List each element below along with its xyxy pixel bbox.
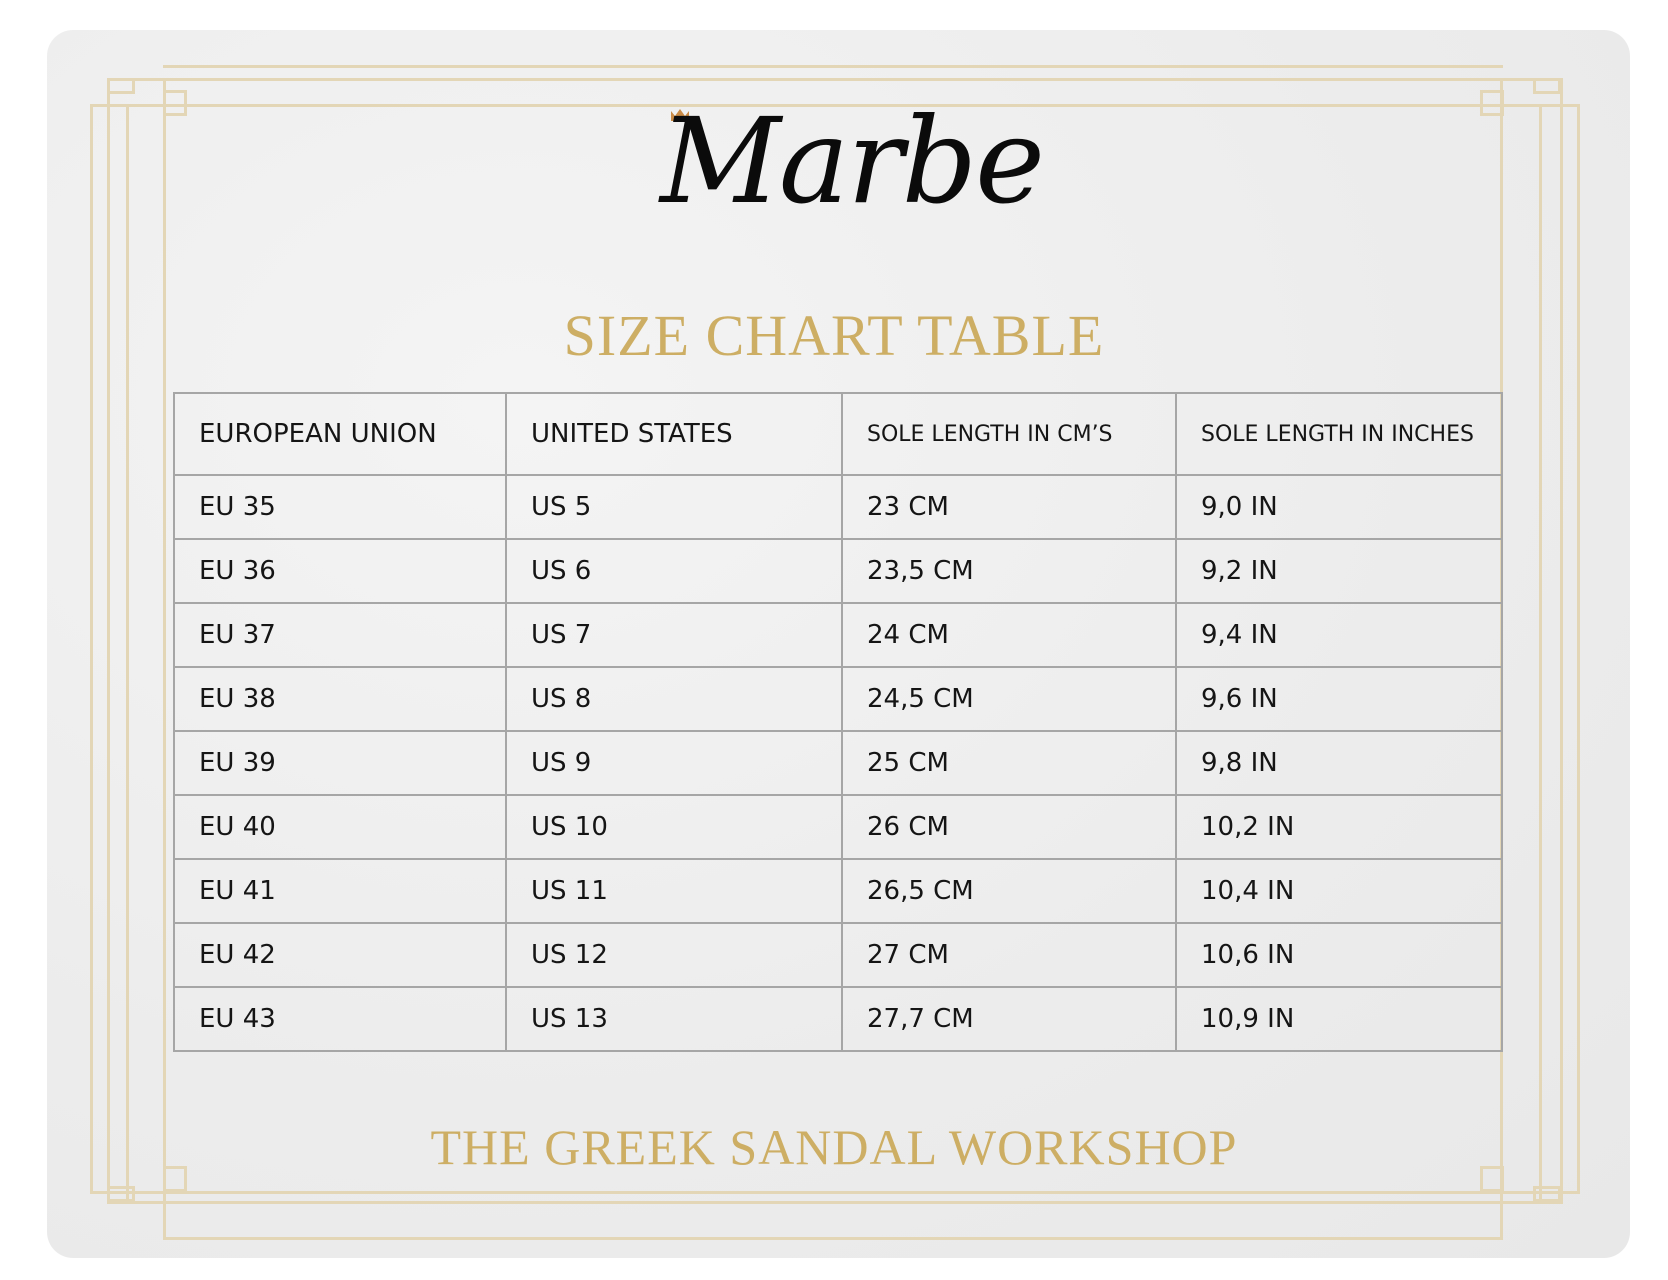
cell-cm: 24,5 CM <box>841 666 1177 732</box>
cell-inches: 9,6 IN <box>1175 666 1503 732</box>
table-row: EU 36 US 6 23,5 CM 9,2 IN <box>173 538 1503 604</box>
cell-eu: EU 42 <box>173 922 507 988</box>
cell-us: US 8 <box>505 666 843 732</box>
table-row: EU 39 US 9 25 CM 9,8 IN <box>173 730 1503 796</box>
table-row: EU 35 US 5 23 CM 9,0 IN <box>173 474 1503 540</box>
cell-cm: 23 CM <box>841 474 1177 540</box>
cell-inches: 9,0 IN <box>1175 474 1503 540</box>
cell-eu: EU 37 <box>173 602 507 668</box>
header-cm: SOLE LENGTH IN CM’S <box>841 392 1177 476</box>
table-row: EU 38 US 8 24,5 CM 9,6 IN <box>173 666 1503 732</box>
table-row: EU 37 US 7 24 CM 9,4 IN <box>173 602 1503 668</box>
cell-us: US 6 <box>505 538 843 604</box>
cell-us: US 11 <box>505 858 843 924</box>
cell-eu: EU 39 <box>173 730 507 796</box>
cell-us: US 12 <box>505 922 843 988</box>
brand-logo: Marbe <box>660 92 1045 230</box>
crown-icon <box>671 109 689 121</box>
table-row: EU 43 US 13 27,7 CM 10,9 IN <box>173 986 1503 1052</box>
header-us: UNITED STATES <box>505 392 843 476</box>
cell-cm: 25 CM <box>841 730 1177 796</box>
cell-inches: 10,9 IN <box>1175 986 1503 1052</box>
size-chart-table: EUROPEAN UNION UNITED STATES SOLE LENGTH… <box>173 392 1503 1052</box>
cell-cm: 27,7 CM <box>841 986 1177 1052</box>
cell-us: US 9 <box>505 730 843 796</box>
table-row: EU 40 US 10 26 CM 10,2 IN <box>173 794 1503 860</box>
page-title: SIZE CHART TABLE <box>563 303 1105 368</box>
cell-inches: 9,2 IN <box>1175 538 1503 604</box>
cell-eu: EU 38 <box>173 666 507 732</box>
header-eu: EUROPEAN UNION <box>173 392 507 476</box>
footer-workshop-name: THE GREEK SANDAL WORKSHOP <box>430 1119 1238 1175</box>
cell-eu: EU 41 <box>173 858 507 924</box>
cell-eu: EU 35 <box>173 474 507 540</box>
cell-eu: EU 40 <box>173 794 507 860</box>
cell-eu: EU 36 <box>173 538 507 604</box>
cell-inches: 10,6 IN <box>1175 922 1503 988</box>
cell-us: US 5 <box>505 474 843 540</box>
cell-cm: 26 CM <box>841 794 1177 860</box>
cell-cm: 27 CM <box>841 922 1177 988</box>
cell-eu: EU 43 <box>173 986 507 1052</box>
table-row: EU 42 US 12 27 CM 10,6 IN <box>173 922 1503 988</box>
cell-us: US 13 <box>505 986 843 1052</box>
cell-cm: 23,5 CM <box>841 538 1177 604</box>
cell-cm: 26,5 CM <box>841 858 1177 924</box>
header-inches: SOLE LENGTH IN INCHES <box>1175 392 1503 476</box>
cell-us: US 10 <box>505 794 843 860</box>
table-header-row: EUROPEAN UNION UNITED STATES SOLE LENGTH… <box>173 392 1503 476</box>
cell-inches: 9,8 IN <box>1175 730 1503 796</box>
cell-inches: 10,2 IN <box>1175 794 1503 860</box>
cell-us: US 7 <box>505 602 843 668</box>
cell-cm: 24 CM <box>841 602 1177 668</box>
table-row: EU 41 US 11 26,5 CM 10,4 IN <box>173 858 1503 924</box>
cell-inches: 10,4 IN <box>1175 858 1503 924</box>
cell-inches: 9,4 IN <box>1175 602 1503 668</box>
